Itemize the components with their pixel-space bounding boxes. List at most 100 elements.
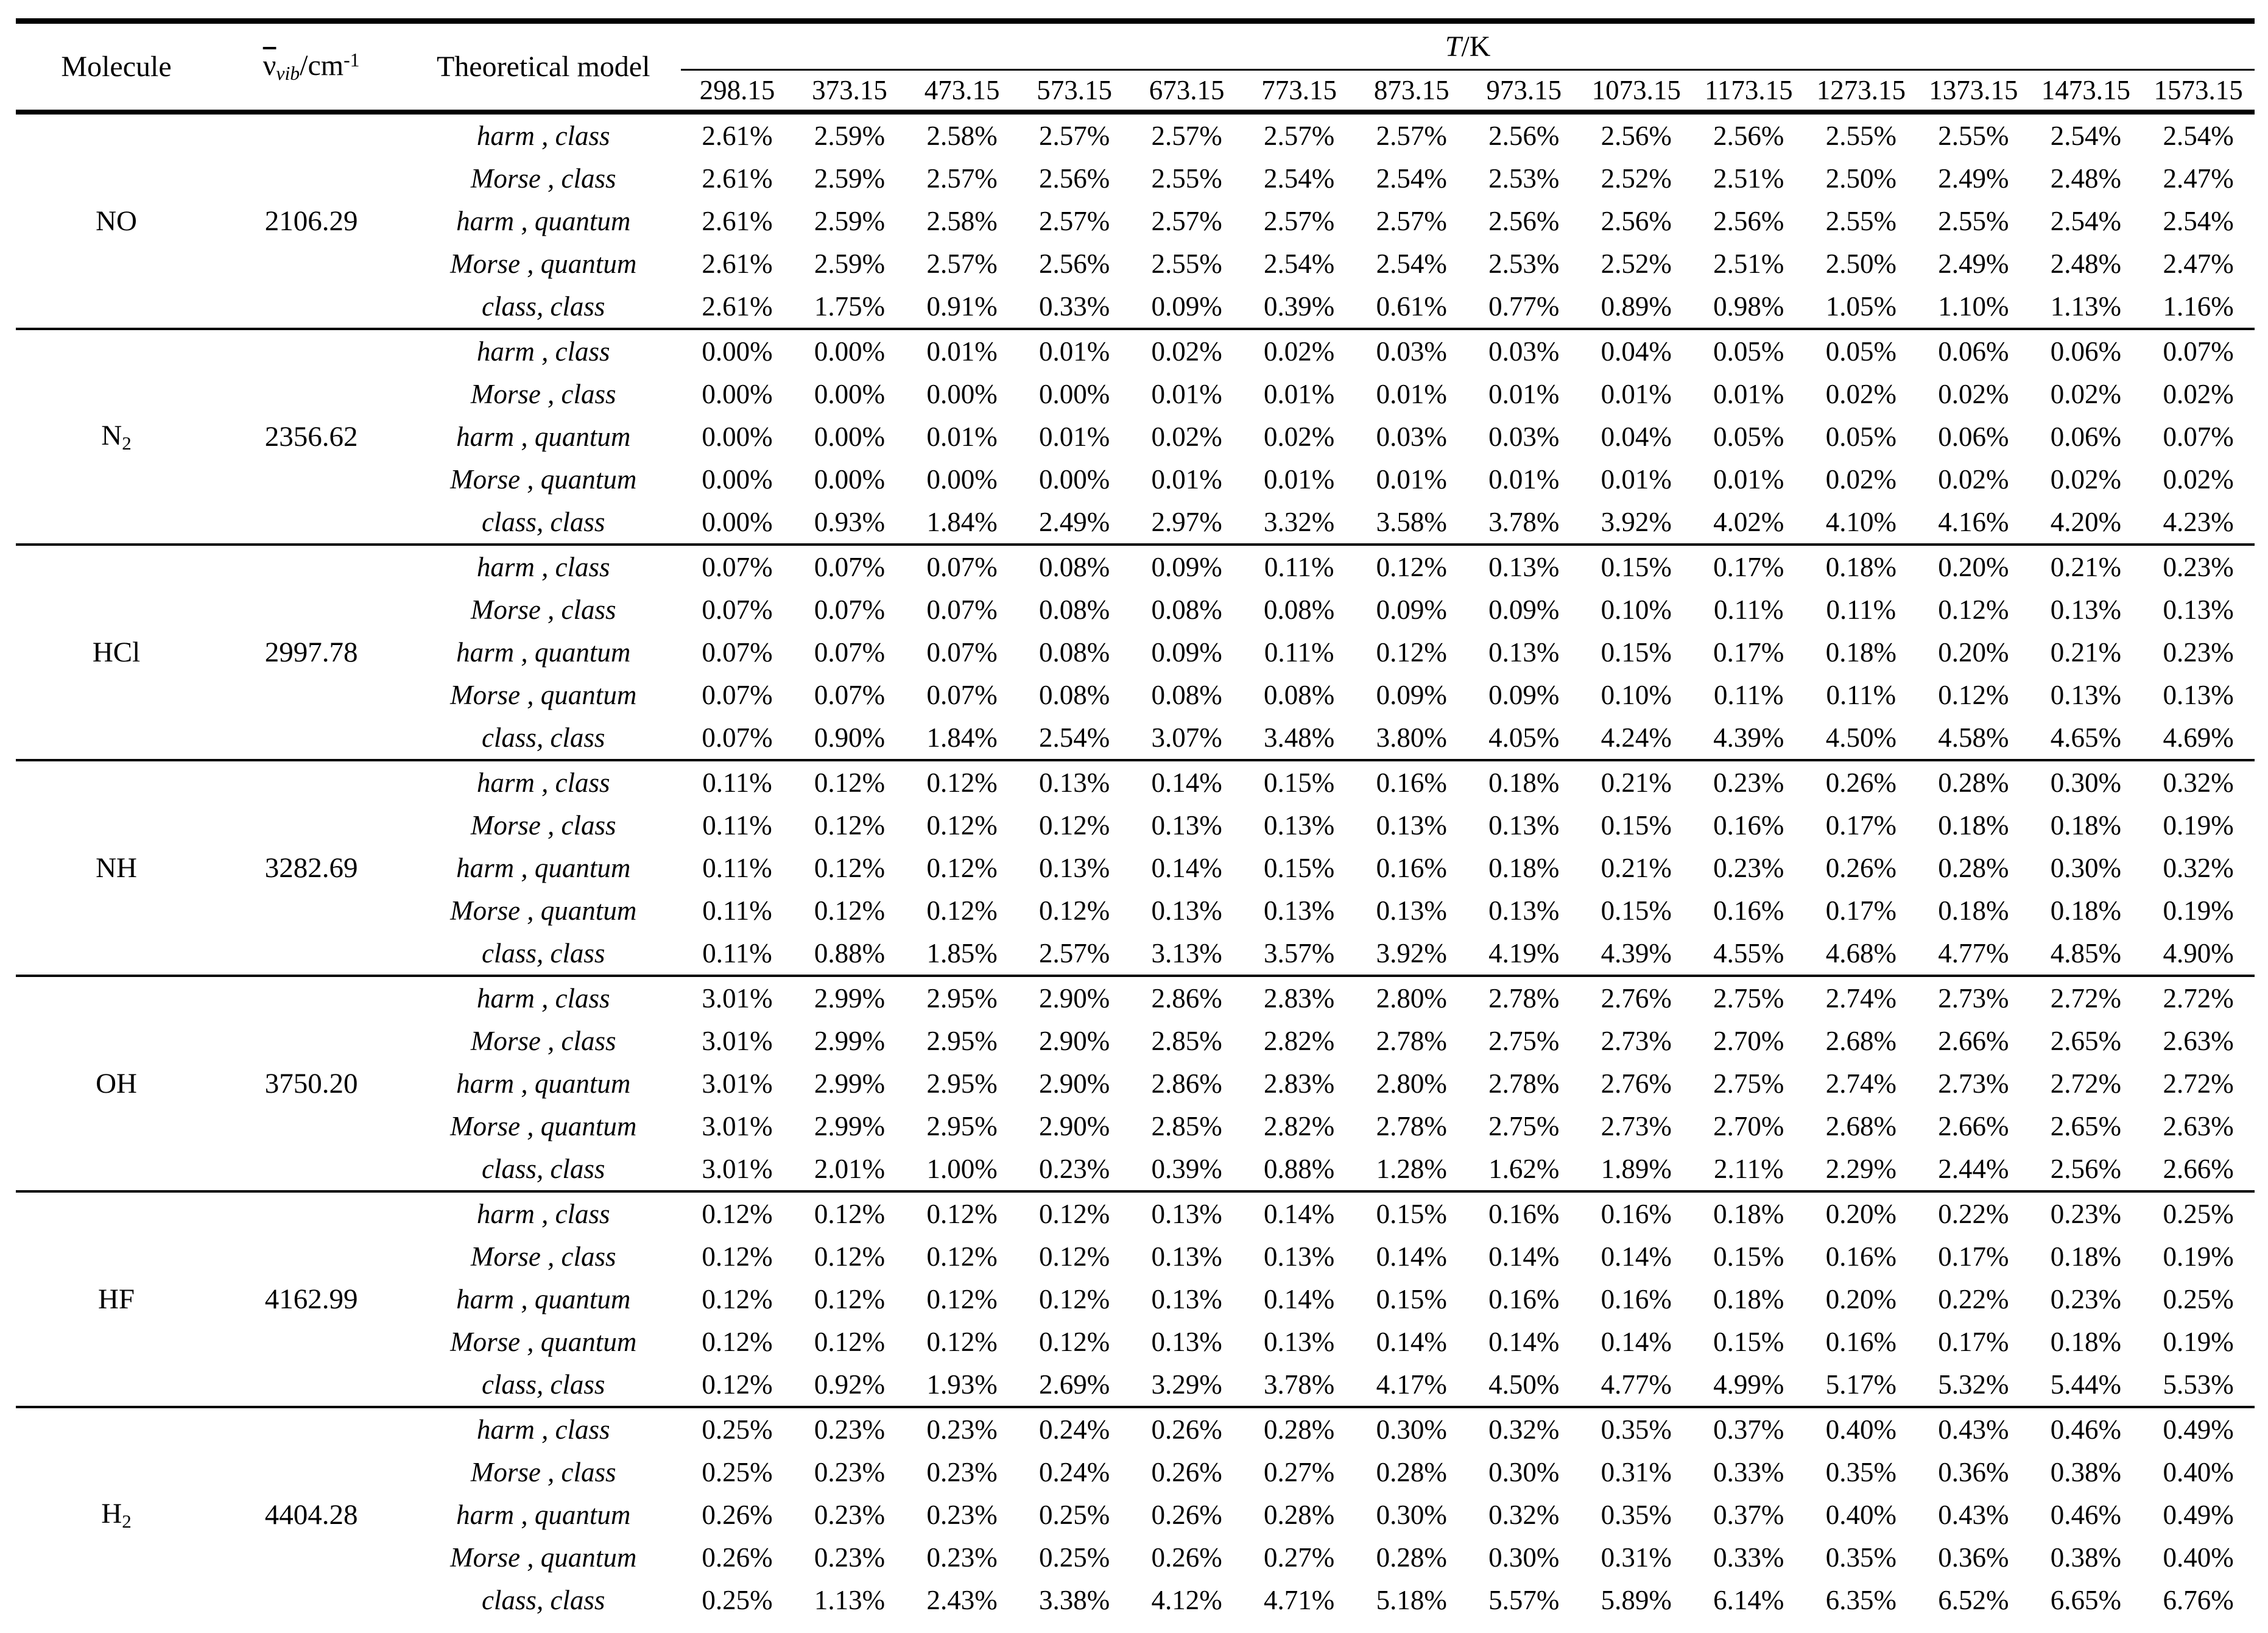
value-cell: 0.01% — [1713, 464, 1784, 495]
value-cell: 0.16% — [1713, 895, 1784, 926]
value-cell: 6.52% — [1938, 1584, 2009, 1615]
value-cell: 0.12% — [702, 1369, 773, 1400]
value-cell: 0.13% — [2050, 594, 2122, 625]
value-cell: 0.30% — [1488, 1542, 1560, 1573]
value-cell: 0.12% — [814, 895, 886, 926]
table-row: HCl 2997.78 harm , class 0.07% 0.07% 0.07% 0.0… — [16, 545, 2255, 666]
value-cell: 0.08% — [1264, 594, 1335, 625]
value-cell: 0.01% — [1264, 464, 1335, 495]
value-cell: 0.23% — [926, 1456, 998, 1487]
value-cell: 0.39% — [1151, 1153, 1222, 1184]
value-cell: 0.49% — [2163, 1414, 2234, 1445]
value-cell: 0.01% — [1376, 464, 1447, 495]
value-cell: 0.28% — [1264, 1499, 1335, 1530]
value-cell: 0.13% — [1038, 852, 1110, 883]
value-cell: 2.99% — [814, 1025, 886, 1056]
value-cell: 0.18% — [1488, 852, 1560, 883]
value-cell: 0.14% — [1488, 1326, 1560, 1357]
value-cell: 3.92% — [1376, 937, 1447, 968]
value-cell: 2.70% — [1713, 1025, 1784, 1056]
value-cell: 2.50% — [1825, 163, 1896, 194]
col-header-frequency: νvib/cm-1 — [217, 21, 406, 113]
model-label: harm , class — [476, 767, 610, 798]
molecule-symbol: H — [101, 1497, 122, 1529]
value-cell: 2.57% — [1264, 120, 1335, 151]
value-cell: 0.09% — [1151, 637, 1222, 668]
value-cell: 0.18% — [1825, 637, 1896, 668]
value-cell: 0.08% — [1151, 594, 1222, 625]
value-cell: 4.58% — [1938, 722, 2009, 753]
value-cell: 2.80% — [1376, 982, 1447, 1014]
value-cell: 0.21% — [2050, 551, 2122, 582]
value-cell: 0.07% — [702, 679, 773, 710]
value-cell: 0.13% — [1376, 895, 1447, 926]
value-cell: 0.02% — [2050, 464, 2122, 495]
value-cell: 2.74% — [1825, 1068, 1896, 1099]
value-cell: 2.48% — [2050, 248, 2122, 279]
value-cell: 0.01% — [926, 421, 998, 452]
vibrational-frequency: 2997.78 — [264, 636, 358, 668]
value-cell: 2.56% — [1713, 120, 1784, 151]
value-cell: 4.10% — [1825, 506, 1896, 537]
value-cell: 0.19% — [2163, 1326, 2234, 1357]
value-cell: 0.01% — [1151, 378, 1222, 409]
value-cell: 0.32% — [2163, 767, 2234, 798]
value-cell: 0.30% — [1376, 1499, 1447, 1530]
value-cell: 2.73% — [1601, 1110, 1672, 1141]
value-cell: 0.00% — [814, 464, 886, 495]
value-cell: 0.16% — [1376, 767, 1447, 798]
value-cell: 0.32% — [1488, 1499, 1560, 1530]
table-header: Molecule νvib/cm-1 Theoretical model T/K… — [16, 21, 2255, 113]
value-cell: 4.65% — [2050, 722, 2122, 753]
value-cell: 0.15% — [1713, 1241, 1784, 1272]
model-label: Morse , class — [470, 1456, 616, 1487]
molecule-block-nh: NH 3282.69 harm , class 0.11% 0.12% 0.12% 0.13… — [16, 760, 2255, 976]
value-cell: 2.54% — [2163, 120, 2234, 151]
value-cell: 0.39% — [1264, 291, 1335, 322]
value-cell: 0.30% — [1376, 1414, 1447, 1445]
vibrational-frequency: 4162.99 — [264, 1283, 358, 1315]
value-cell: 2.59% — [814, 120, 886, 151]
molecule-name: NO — [16, 112, 217, 329]
value-cell: 4.05% — [1488, 722, 1560, 753]
value-cell: 0.08% — [1038, 679, 1110, 710]
value-cell: 2.83% — [1264, 1068, 1335, 1099]
model-label: Morse , quantum — [450, 464, 637, 495]
value-cell: 0.02% — [1825, 378, 1896, 409]
col-header-model: Theoretical model — [436, 51, 650, 83]
value-cell: 0.03% — [1488, 421, 1560, 452]
value-cell: 0.00% — [1038, 464, 1110, 495]
value-cell: 0.46% — [2050, 1499, 2122, 1530]
value-cell: 2.54% — [1376, 163, 1447, 194]
value-cell: 2.85% — [1151, 1025, 1222, 1056]
table-row: class, class 3.01% 2.01% 1.00% 0.23% 0.39% 0.8… — [16, 1148, 2255, 1191]
molecule-block-h2: H2 4404.28 harm , class 0.25% 0.23% 0.23% 0.24… — [16, 1407, 2255, 1621]
value-cell: 1.28% — [1376, 1153, 1447, 1184]
value-cell: 0.33% — [1038, 291, 1110, 322]
value-cell: 0.10% — [1601, 594, 1672, 625]
value-cell: 2.86% — [1151, 1068, 1222, 1099]
model-label: Morse , quantum — [450, 248, 637, 279]
value-cell: 0.26% — [1151, 1542, 1222, 1573]
value-cell: 0.13% — [1151, 1241, 1222, 1272]
value-cell: 0.35% — [1825, 1456, 1896, 1487]
value-cell: 0.13% — [1151, 1326, 1222, 1357]
value-cell: 0.12% — [1376, 551, 1447, 582]
value-cell: 0.12% — [1938, 594, 2009, 625]
table-row: HF 4162.99 harm , class 0.12% 0.12% 0.12% 0.12… — [16, 1191, 2255, 1313]
value-cell: 0.02% — [1938, 464, 2009, 495]
value-cell: 0.07% — [2163, 421, 2234, 452]
temp-col-header: 298.15 — [699, 75, 775, 105]
table-row: harm , quantum 0.07% 0.07% 0.07% 0.08% 0.09% 0… — [16, 631, 2255, 674]
value-cell: 2.56% — [1038, 248, 1110, 279]
value-cell: 2.72% — [2050, 1068, 2122, 1099]
molecule-symbol: HCl — [92, 636, 141, 668]
molecule-subscript: 2 — [122, 432, 132, 454]
table-row: class, class 0.07% 0.90% 1.84% 2.54% 3.07% 3.4… — [16, 716, 2255, 760]
value-cell: 3.92% — [1601, 506, 1672, 537]
value-cell: 2.56% — [1601, 205, 1672, 236]
value-cell: 0.09% — [1488, 679, 1560, 710]
temperature-unit: /K — [1461, 30, 1491, 63]
value-cell: 0.14% — [1264, 1198, 1335, 1229]
value-cell: 2.49% — [1938, 163, 2009, 194]
